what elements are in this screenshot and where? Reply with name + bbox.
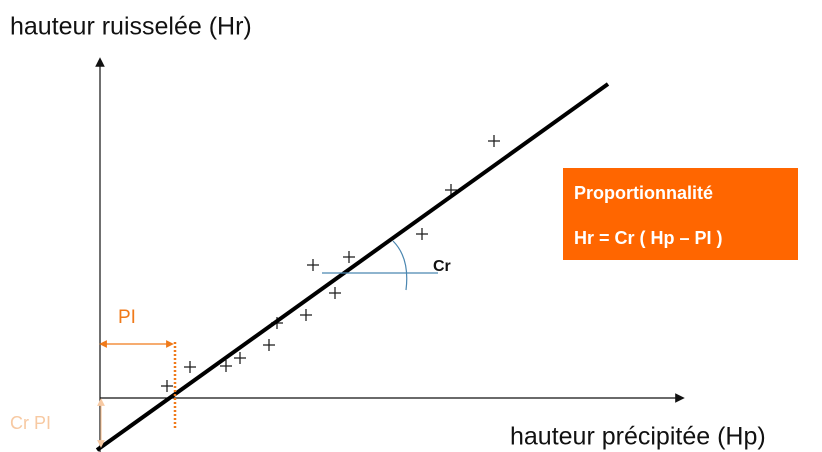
angle-arc [392,240,408,291]
pi-label: PI [118,307,136,328]
x-axis-label: hauteur précipitée (Hp) [510,423,766,451]
box-title: Proportionnalité [574,183,713,203]
cr-label: Cr [433,258,451,275]
formula-box [563,168,798,260]
cr-pi-label: Cr PI [10,413,51,433]
y-axis-label: hauteur ruisselée (Hr) [10,13,252,41]
regression-line [95,82,610,452]
box-formula: Hr = Cr ( Hp – PI ) [574,228,723,248]
